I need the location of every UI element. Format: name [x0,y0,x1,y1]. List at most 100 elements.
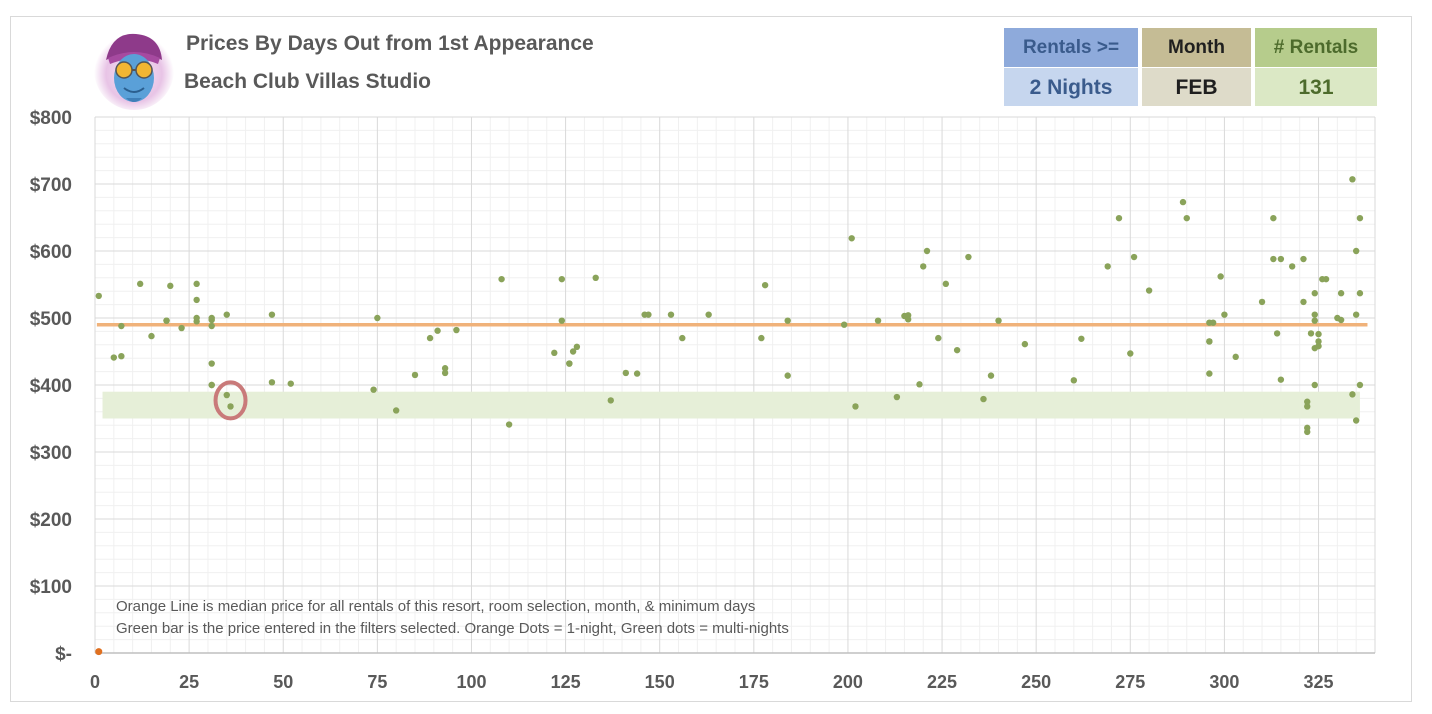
multi-night-point [1209,319,1217,326]
multi-night-point [923,247,931,255]
multi-night-point [1270,255,1277,263]
x-tick-label: 275 [1115,672,1145,692]
filter-price-band [102,391,1360,419]
month-filter-label: Month [1142,28,1251,67]
x-tick-label: 75 [367,672,387,692]
multi-night-point [893,393,901,401]
multi-night-point [178,324,185,332]
rentals-filter: Rentals >= 2 Nights [1004,28,1138,106]
multi-night-point [1337,290,1345,297]
x-tick-label: 200 [833,672,863,692]
multi-night-point [441,365,449,372]
multi-night-point [569,348,577,355]
multi-night-point [840,321,848,328]
multi-night-point [645,311,652,318]
multi-night-point [227,403,234,410]
multi-night-point [558,275,566,283]
multi-night-point [551,349,558,357]
y-tick-label: $600 [30,242,72,263]
multi-night-point [784,372,791,379]
multi-night-point [980,395,987,403]
multi-night-point [208,322,215,330]
multi-night-point [1337,316,1345,324]
multi-night-point [852,403,859,410]
multi-night-point [758,334,765,342]
multi-night-point [1349,391,1356,398]
x-tick-label: 300 [1209,672,1239,692]
multi-night-point [1078,335,1085,342]
multi-night-point [667,311,675,318]
multi-night-point [1352,247,1360,255]
multi-night-point [118,352,125,360]
multi-night-point [1300,255,1307,263]
multi-night-point [1315,330,1322,338]
y-tick-label: $300 [30,443,72,464]
multi-night-point [1356,381,1364,389]
multi-night-point [558,317,566,324]
multi-night-point [1322,275,1330,283]
x-tick-label: 100 [456,672,486,692]
x-tick-label: 25 [179,672,199,692]
multi-night-point [1304,403,1311,410]
multi-night-point [374,314,381,322]
month-filter-value[interactable]: FEB [1142,68,1251,106]
note-line-1: Orange Line is median price for all rent… [116,598,755,615]
x-axis-ticks: 0 25 50 75 100 125 150 175 200 225 250 275 300 325 [90,672,1334,692]
multi-night-point [1315,338,1322,345]
multi-night-point [223,311,230,318]
multi-night-point [1130,253,1138,261]
multi-night-point [118,322,125,330]
multi-night-point [223,391,230,399]
multi-night-point [1311,317,1318,324]
x-tick-label: 125 [551,672,581,692]
multi-night-point [920,263,927,270]
multi-night-point [761,281,769,289]
multi-night-point [1183,214,1190,222]
multi-night-point [1070,377,1078,384]
multi-night-point [163,317,170,324]
multi-night-point [1145,287,1153,294]
rentals-filter-value[interactable]: 2 Nights [1004,68,1138,106]
rental-count: # Rentals 131 [1255,28,1377,106]
multi-night-point [370,386,377,393]
x-tick-label: 175 [739,672,769,692]
multi-night-point [705,311,712,318]
multi-night-point [110,354,118,361]
multi-night-point [904,316,912,323]
multi-night-point [942,280,950,288]
multi-night-point [784,317,791,324]
multi-night-point [987,372,995,379]
chart-subtitle: Beach Club Villas Studio [184,70,431,93]
multi-night-point [622,369,630,377]
multi-night-point [148,332,155,340]
multi-night-point [1217,273,1224,280]
x-tick-label: 50 [273,672,293,692]
multi-night-point [1021,340,1029,348]
multi-night-point [208,360,215,367]
multi-night-point [1352,417,1360,424]
multi-night-point [633,370,641,377]
multi-night-point [193,318,200,325]
multi-night-point [916,381,923,388]
multi-night-point [1304,398,1311,405]
multi-night-point [193,280,200,288]
y-tick-label: $700 [30,175,72,196]
rentals-filter-label: Rentals >= [1004,28,1138,67]
month-filter: Month FEB [1142,28,1251,106]
multi-night-point [136,280,144,288]
y-tick-label: $200 [30,510,72,531]
y-tick-label: $800 [30,108,72,129]
multi-night-point [268,311,276,318]
multi-night-point [1221,311,1228,318]
chart-title: Prices By Days Out from 1st Appearance [186,32,594,55]
multi-night-point [1315,342,1322,350]
multi-night-point [1300,298,1307,306]
minor-gridlines [95,117,1376,653]
multi-night-point [392,407,400,414]
x-tick-label: 150 [645,672,675,692]
multi-night-point [935,334,942,342]
multi-night-point [1304,428,1311,436]
multi-night-point [167,282,174,290]
multi-night-point [1270,214,1277,222]
note-line-2: Green bar is the price entered in the fi… [116,620,789,637]
